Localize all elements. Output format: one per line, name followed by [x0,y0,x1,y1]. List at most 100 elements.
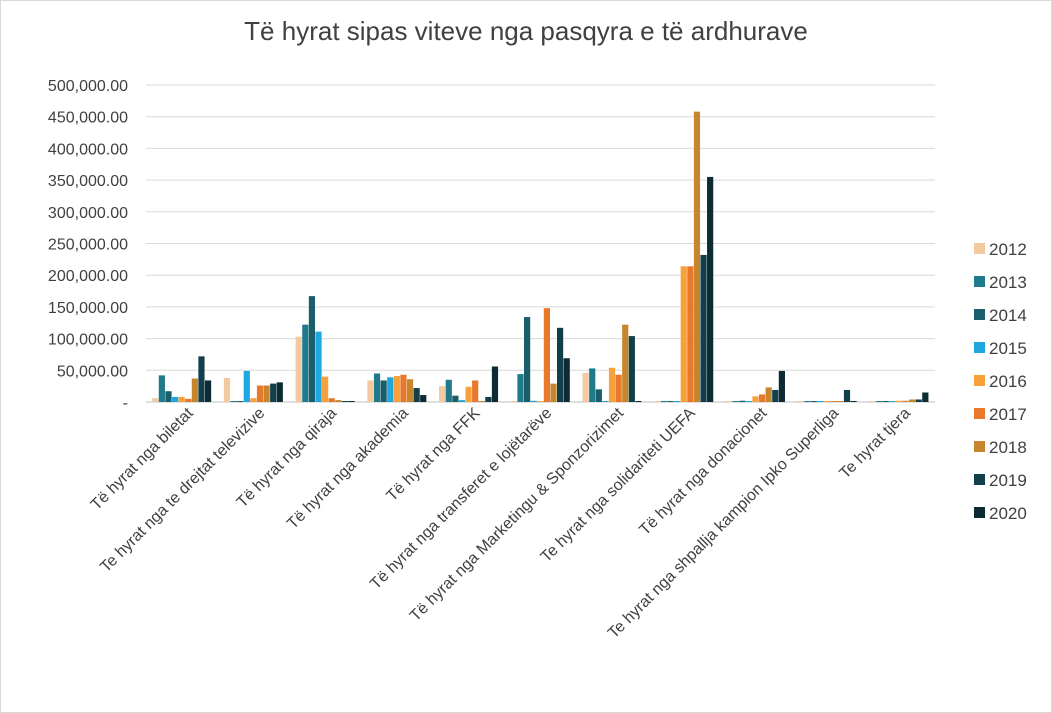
bar-2019-2 [341,401,349,402]
bar-2016-2 [322,376,329,402]
bar-2019-4 [485,396,492,402]
bar-2017-3 [400,374,407,402]
bar-2020-7 [707,176,714,402]
legend: 2012 2013 2014 2015 2016 2017 2018 2019 2020 [974,240,1027,523]
bar-2014-2 [308,296,316,402]
bar-2016-0 [178,396,185,402]
legend-label-2015: 2015 [989,339,1027,358]
bar-2019-7 [700,254,707,402]
bar-2015-8 [745,401,752,402]
x-tick-label: Të hyrat nga donacionet [636,404,770,538]
legend-swatch-2017 [974,408,985,419]
bar-2020-9 [850,401,857,402]
bar-2020-10 [922,392,929,402]
bar-2018-7 [693,111,701,403]
bar-2013-1 [230,401,237,402]
bar-2019-5 [557,327,564,402]
bar-2015-3 [387,377,394,402]
legend-swatch-2013 [974,276,985,287]
legend-swatch-2012 [974,243,985,254]
bar-2015-4 [458,400,466,402]
bar-2014-8 [739,400,746,402]
y-tick-label: 300,000.00 [48,205,128,222]
bar-2015-0 [171,396,179,402]
bar-2014-0 [165,391,172,402]
bar-2020-8 [778,370,785,402]
bar-2016-8 [752,396,759,402]
legend-label-2012: 2012 [989,240,1027,259]
bar-2019-9 [843,389,851,402]
legend-swatch-2020 [974,507,985,518]
bar-2014-5 [524,317,531,402]
bar-2012-2 [295,336,302,402]
legend-label-2014: 2014 [989,306,1027,325]
bar-2014-3 [380,380,387,402]
bar-2014-9 [810,401,818,402]
bar-2015-10 [889,401,896,402]
chart-title: Të hyrat sipas viteve nga pasqyra e të a… [244,16,808,46]
bar-2020-0 [204,380,212,402]
bar-2014-7 [667,401,674,402]
bar-2014-1 [237,401,244,402]
bar-2012-5 [510,401,517,402]
bar-2014-10 [882,401,889,402]
legend-label-2017: 2017 [989,405,1027,424]
bar-2018-4 [478,401,485,402]
bar-2012-10 [869,401,876,402]
bar-2017-9 [830,401,837,402]
bar-2016-3 [393,376,400,402]
bar-2018-10 [909,399,916,402]
bar-2019-1 [270,383,277,402]
bar-2017-1 [256,385,264,402]
bar-2013-4 [445,379,452,402]
legend-swatch-2015 [974,342,985,353]
bar-2020-5 [563,358,570,402]
bar-2017-5 [543,308,550,402]
legend-swatch-2019 [974,474,985,485]
bar-2020-6 [635,401,642,402]
bar-2015-7 [674,401,681,402]
bar-2012-7 [654,401,661,402]
gridlines [146,84,935,403]
x-tick-label: Të hyrat nga akademia [284,405,412,533]
bar-2012-1 [223,377,231,402]
bar-2017-8 [758,394,766,402]
bar-2017-10 [902,400,909,402]
legend-label-2019: 2019 [989,471,1027,490]
bar-2017-0 [185,398,192,402]
bar-2020-3 [420,395,427,402]
bar-2015-5 [530,400,537,402]
y-tick-label: 500,000.00 [48,78,128,95]
legend-label-2020: 2020 [989,504,1027,523]
bar-2017-2 [328,398,335,402]
bar-2019-8 [772,389,779,402]
y-tick-label: 150,000.00 [48,300,128,317]
bar-2012-6 [582,372,589,402]
y-tick-label: 250,000.00 [48,237,128,254]
bar-2019-10 [915,399,922,402]
bars [152,111,929,403]
bar-2016-5 [537,401,544,402]
bar-2013-6 [589,368,596,402]
bar-2017-4 [472,380,479,402]
x-tick-label: Te hyrat nga solidariteti UEFA [538,405,699,566]
y-tick-label: 450,000.00 [48,110,128,127]
bar-2018-6 [622,324,629,402]
bar-2012-4 [439,386,446,402]
bar-2017-7 [687,266,694,402]
bar-2018-2 [335,400,342,402]
bar-2015-2 [315,331,322,402]
bar-2015-9 [817,401,824,402]
bar-2015-6 [602,401,609,402]
bar-2012-0 [152,398,159,402]
bar-2016-7 [680,266,687,402]
legend-swatch-2018 [974,441,985,452]
bar-2014-6 [595,389,602,402]
bar-2016-1 [250,398,257,402]
bar-2019-6 [628,336,635,402]
bar-2018-1 [263,385,270,402]
bar-2012-8 [725,401,733,402]
bar-2016-4 [465,386,472,402]
bar-2019-3 [413,388,420,402]
